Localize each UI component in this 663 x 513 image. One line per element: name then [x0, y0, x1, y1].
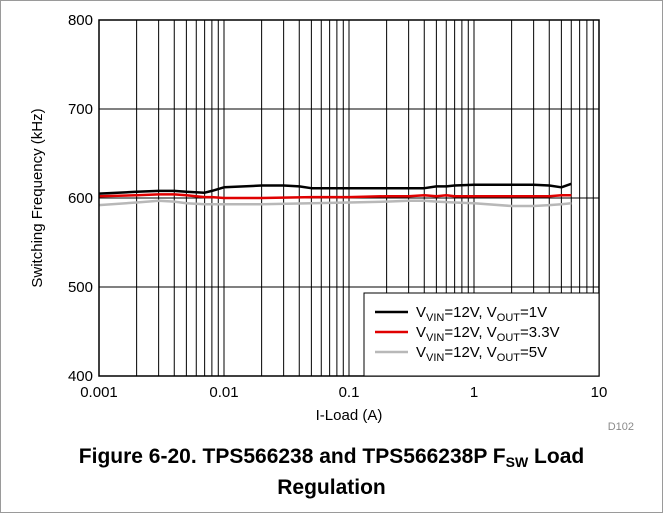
legend-text-part: =5V: [520, 344, 547, 361]
x-tick-label: 0.01: [209, 384, 238, 401]
legend-text-part: =3.3V: [520, 324, 560, 341]
legend-text-part: =1V: [520, 304, 547, 321]
legend-entry: VVIN=12V, VOUT=1V: [416, 304, 547, 324]
legend-subscript: OUT: [497, 312, 521, 324]
series-line: [98, 182, 572, 195]
legend-text-part: V: [416, 344, 426, 361]
legend-entry: VVIN=12V, VOUT=5V: [416, 344, 547, 364]
y-tick-label: 800: [68, 12, 93, 29]
x-tick-label: 1: [470, 384, 478, 401]
legend-text-part: =12V, V: [444, 324, 496, 341]
caption-text-end: Load: [528, 445, 585, 468]
caption-line-2: Regulation: [277, 476, 386, 499]
plot-border: [98, 19, 600, 377]
y-tick-label: 600: [68, 190, 93, 207]
series-line: [98, 193, 572, 200]
figure-code: D102: [608, 421, 634, 433]
legend-text-part: V: [416, 324, 426, 341]
y-tick-label: 700: [68, 101, 93, 118]
x-tick-label: 10: [591, 384, 608, 401]
legend-box: [363, 292, 600, 377]
y-tick-label: 400: [68, 368, 93, 385]
switching-frequency-chart: 400 500 600 700 800 0.001 0.01 0.1 1 10 I-Load (…: [29, 12, 634, 433]
legend-subscript: VIN: [426, 312, 444, 324]
legend-text-part: =12V, V: [444, 344, 496, 361]
legend-subscript: VIN: [426, 352, 444, 364]
x-axis-label: I-Load (A): [316, 407, 383, 424]
x-tick-label: 0.001: [80, 384, 118, 401]
y-tick-labels: 400 500 600 700 800: [68, 12, 93, 385]
series-line: [98, 199, 572, 208]
y-axis-label: Switching Frequency (kHz): [29, 108, 46, 287]
caption-subscript: SW: [505, 454, 529, 470]
legend-subscript: VIN: [426, 332, 444, 344]
x-tick-label: 0.1: [339, 384, 360, 401]
legend-text-part: =12V, V: [444, 304, 496, 321]
legend-text-part: V: [416, 304, 426, 321]
figure-caption: Figure 6-20. TPS566238 and TPS566238P FS…: [0, 444, 663, 501]
y-tick-label: 500: [68, 279, 93, 296]
caption-text: Figure 6-20. TPS566238 and TPS566238P F: [78, 445, 506, 468]
caption-line-1: Figure 6-20. TPS566238 and TPS566238P FS…: [0, 444, 663, 475]
data-series: [98, 182, 572, 208]
legend-subscript: OUT: [497, 352, 521, 364]
legend-entry: VVIN=12V, VOUT=3.3V: [416, 324, 560, 344]
legend-subscript: OUT: [497, 332, 521, 344]
x-tick-labels: 0.001 0.01 0.1 1 10: [80, 384, 607, 401]
